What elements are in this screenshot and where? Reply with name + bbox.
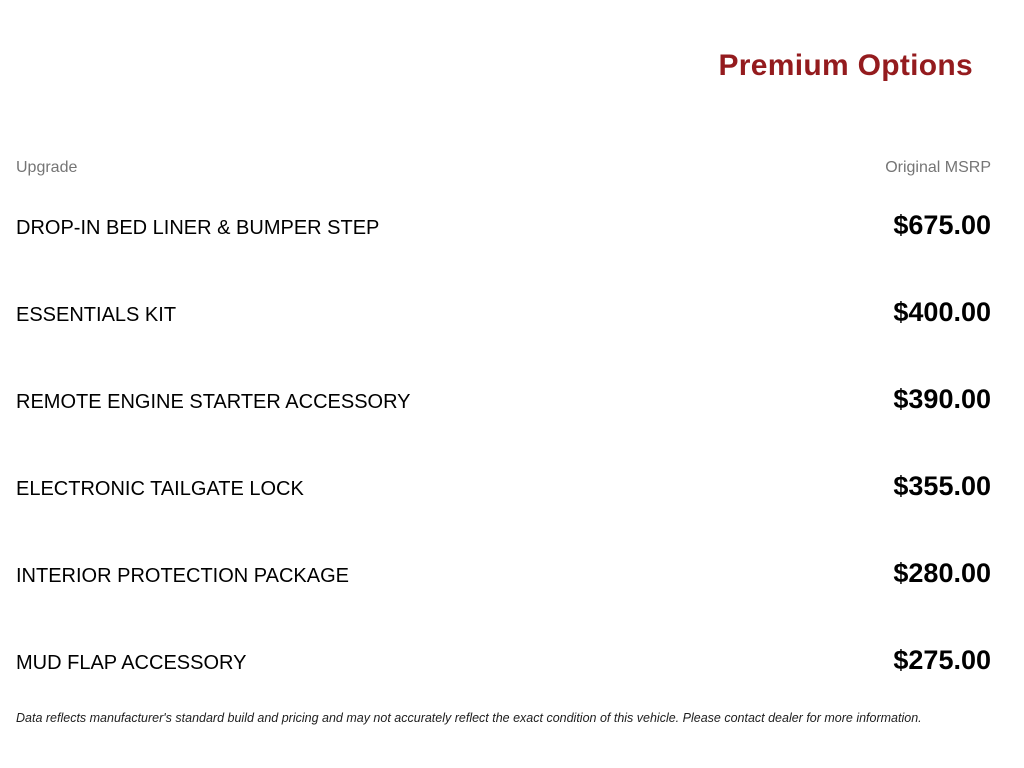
table-row: DROP-IN BED LINER & BUMPER STEP $675.00 xyxy=(0,210,1024,297)
table-row: INTERIOR PROTECTION PACKAGE $280.00 xyxy=(0,558,1024,645)
table-row: MUD FLAP ACCESSORY $275.00 xyxy=(0,645,1024,732)
table-row: ELECTRONIC TAILGATE LOCK $355.00 xyxy=(0,471,1024,558)
page-title: Premium Options xyxy=(718,49,973,82)
msrp-column-header: Original MSRP xyxy=(885,159,991,176)
options-table: DROP-IN BED LINER & BUMPER STEP $675.00 … xyxy=(0,210,1024,732)
upgrade-column-header: Upgrade xyxy=(16,159,78,176)
upgrade-price: $275.00 xyxy=(893,645,991,675)
upgrade-name: ELECTRONIC TAILGATE LOCK xyxy=(16,478,304,500)
upgrade-price: $280.00 xyxy=(893,558,991,588)
table-header-row: Upgrade Original MSRP xyxy=(0,157,1024,179)
upgrade-name: ESSENTIALS KIT xyxy=(16,304,177,326)
disclaimer-text: Data reflects manufacturer's standard bu… xyxy=(16,711,922,725)
table-row: REMOTE ENGINE STARTER ACCESSORY $390.00 xyxy=(0,384,1024,471)
upgrade-price: $675.00 xyxy=(893,210,991,240)
upgrade-price: $390.00 xyxy=(893,384,991,414)
upgrade-name: DROP-IN BED LINER & BUMPER STEP xyxy=(16,217,380,239)
table-row: ESSENTIALS KIT $400.00 xyxy=(0,297,1024,384)
upgrade-name: REMOTE ENGINE STARTER ACCESSORY xyxy=(16,391,411,413)
upgrade-price: $355.00 xyxy=(893,471,991,501)
upgrade-name: MUD FLAP ACCESSORY xyxy=(16,652,247,674)
upgrade-price: $400.00 xyxy=(893,297,991,327)
upgrade-name: INTERIOR PROTECTION PACKAGE xyxy=(16,565,349,587)
